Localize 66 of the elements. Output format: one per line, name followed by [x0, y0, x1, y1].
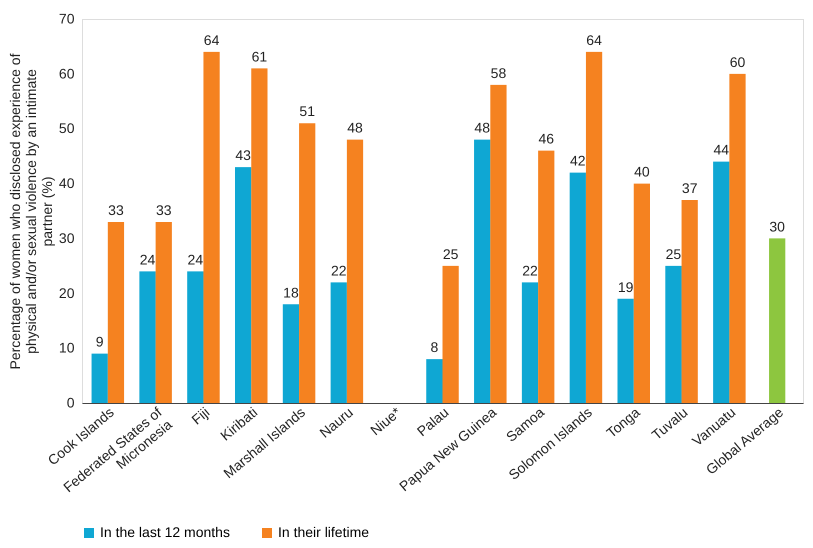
bar — [713, 162, 730, 403]
data-label: 44 — [713, 142, 730, 158]
bar — [474, 140, 490, 403]
data-label: 46 — [538, 130, 554, 147]
legend-label: In their lifetime — [278, 524, 370, 540]
bar — [187, 271, 204, 403]
y-tick-label: 20 — [58, 284, 75, 301]
data-label: 42 — [570, 152, 586, 169]
bar — [108, 222, 124, 403]
y-tick-label: 40 — [58, 175, 75, 192]
bar — [139, 271, 156, 403]
data-label: 9 — [96, 334, 104, 350]
bar — [203, 52, 220, 403]
data-label: 22 — [330, 262, 347, 278]
data-label: 43 — [235, 147, 252, 164]
bar — [769, 238, 786, 403]
data-label: 40 — [634, 164, 650, 180]
bar — [729, 74, 746, 403]
bar — [299, 123, 316, 403]
bar — [538, 150, 554, 403]
bar — [234, 167, 252, 403]
y-tick-label: 60 — [58, 65, 75, 82]
bar — [490, 84, 507, 403]
data-label: 48 — [347, 120, 363, 136]
data-label: 64 — [204, 32, 220, 48]
bar — [522, 282, 538, 403]
data-label: 60 — [730, 54, 746, 70]
bar — [617, 298, 634, 403]
bar — [682, 200, 698, 403]
y-tick-label: 30 — [58, 230, 75, 246]
data-label: 25 — [442, 246, 459, 262]
data-label: 8 — [430, 339, 438, 356]
bar — [156, 222, 172, 403]
bar — [665, 266, 682, 403]
y-axis-title: Percentage of women who disclosed experience of physical and/or sexual violence by an intimate partner (%) — [6, 53, 55, 370]
data-label: 58 — [490, 64, 506, 81]
data-label: 61 — [252, 48, 268, 64]
data-label: 64 — [586, 32, 602, 48]
bar — [442, 266, 459, 403]
bar — [570, 172, 586, 403]
data-label: 24 — [188, 251, 204, 268]
bar — [634, 184, 650, 403]
bar — [426, 359, 442, 403]
x-tick-label: Fiji — [188, 404, 212, 428]
data-label: 33 — [156, 202, 172, 218]
data-label: 25 — [666, 246, 682, 262]
bar — [282, 304, 300, 403]
data-label: 18 — [283, 284, 299, 300]
data-label: 19 — [618, 278, 634, 295]
data-label: 22 — [522, 262, 538, 278]
bar — [586, 52, 602, 403]
bar — [346, 140, 364, 403]
data-label: 51 — [299, 103, 316, 120]
bar — [251, 68, 268, 403]
bar — [330, 282, 347, 403]
y-tick-label: 70 — [58, 10, 75, 26]
y-tick-label: 50 — [58, 120, 75, 136]
y-tick-label: 10 — [58, 340, 75, 356]
data-label: 48 — [474, 120, 490, 136]
legend-label: In the last 12 months — [100, 524, 230, 540]
y-tick-label: 0 — [66, 394, 75, 410]
data-label: 30 — [769, 218, 786, 234]
data-label: 24 — [140, 251, 156, 268]
bar — [92, 354, 108, 403]
data-label: 33 — [108, 202, 124, 218]
data-label: 37 — [682, 180, 698, 196]
